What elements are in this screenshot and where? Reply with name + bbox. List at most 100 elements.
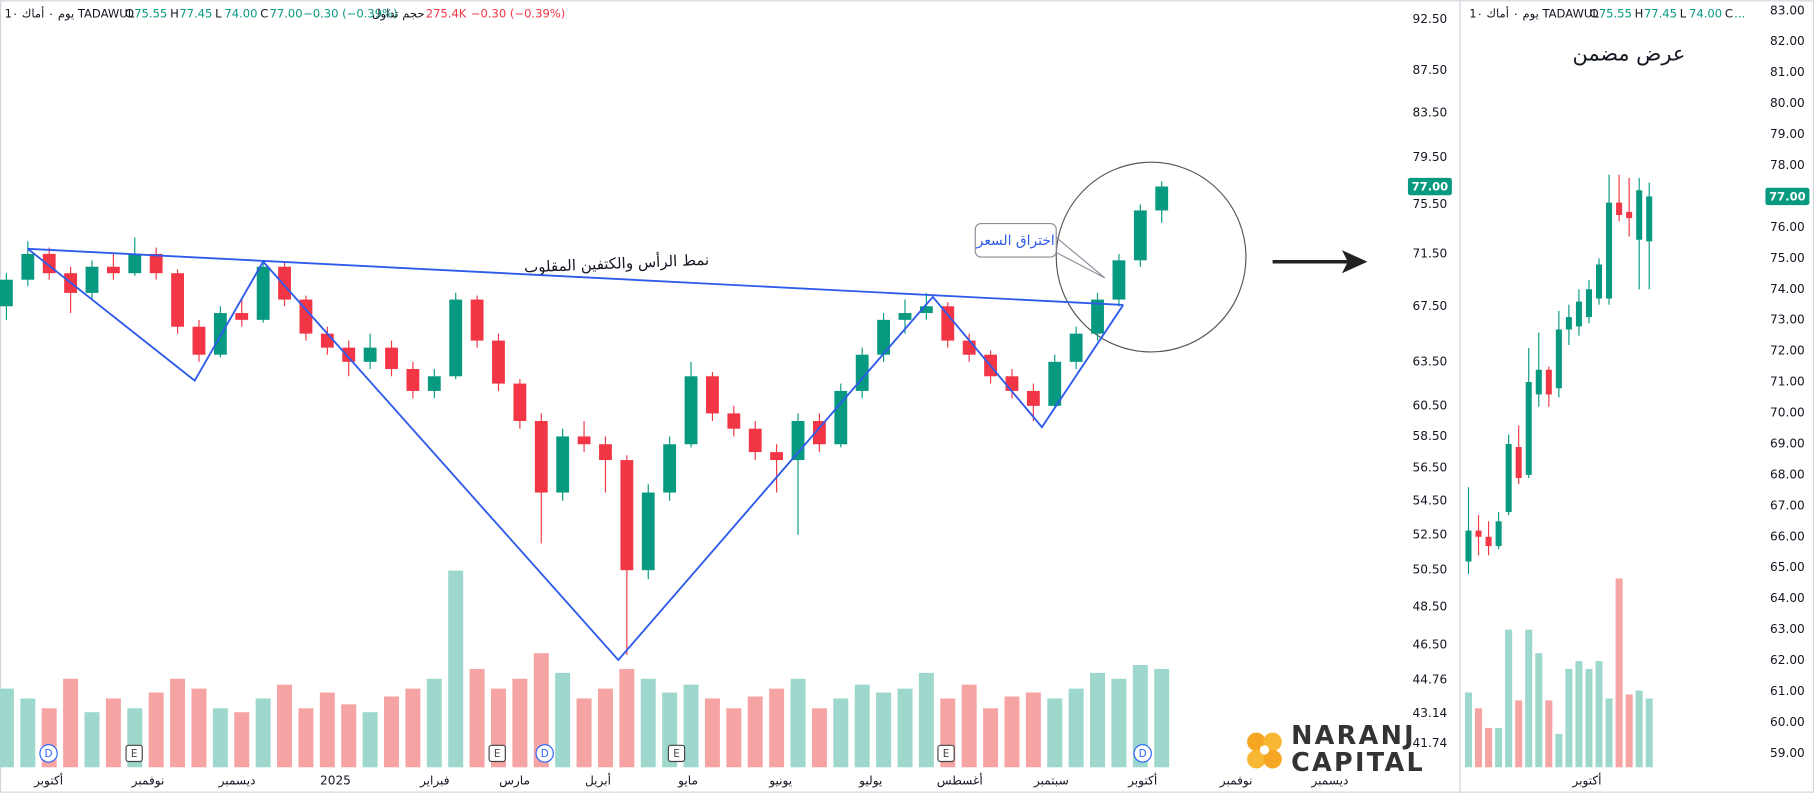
candle-body — [941, 306, 955, 341]
candle-body — [834, 390, 848, 445]
callout-box — [974, 222, 1057, 258]
header-key: C — [260, 7, 268, 21]
y-tick-label: 46.50 — [1413, 638, 1448, 652]
y-tick-label: 79.00 — [1770, 127, 1805, 141]
header-volume-label: حجم تداول — [372, 7, 424, 22]
callout-pointer — [1055, 236, 1106, 279]
logo-dot — [1247, 732, 1266, 752]
y-tick-label: 60.50 — [1413, 398, 1448, 412]
logo-dot — [1259, 745, 1270, 755]
event-marker — [488, 744, 506, 763]
candle-body — [898, 313, 912, 320]
pattern-line — [27, 248, 1124, 662]
volume-bar — [726, 708, 742, 768]
header-symbol: 1يوم ۰ أماك ۰ TADAWUL — [5, 6, 135, 22]
y-tick-label: 83.00 — [1770, 3, 1805, 17]
header-key: H — [1635, 7, 1644, 21]
volume-bar — [897, 688, 913, 768]
logo-text: NARANJ — [1291, 721, 1416, 751]
volume-bar — [212, 708, 228, 768]
volume-bar — [1464, 692, 1472, 768]
candle-body — [1133, 210, 1147, 261]
volume-bar — [983, 708, 999, 768]
volume-bar — [1545, 700, 1553, 768]
volume-bar — [84, 712, 100, 768]
candle-body — [213, 313, 227, 355]
volume-bar — [1515, 700, 1523, 768]
header-volume-change: −0.30 (−0.39%) — [471, 7, 565, 21]
y-tick-label: 81.00 — [1770, 65, 1805, 79]
candle-body — [641, 492, 655, 571]
event-label: D — [1139, 748, 1147, 760]
y-tick-label: 56.50 — [1413, 461, 1448, 475]
y-tick-label: 63.00 — [1770, 622, 1805, 636]
volume-bar — [1635, 690, 1643, 768]
candle-body — [1465, 530, 1472, 562]
candle-body — [599, 444, 612, 461]
volume-bar — [1047, 698, 1063, 768]
event-marker — [125, 744, 143, 763]
logo-dot — [1247, 749, 1266, 769]
y-tick-label: 75.50 — [1413, 197, 1448, 211]
event-marker — [535, 744, 554, 763]
y-tick-label: 80.00 — [1770, 96, 1805, 110]
breakout-label: اختراق السعر — [976, 233, 1055, 249]
candle-body — [342, 347, 356, 362]
candle-body — [534, 421, 548, 493]
volume-bar — [426, 678, 442, 768]
x-tick-label: أكتوبر — [1127, 773, 1157, 789]
y-tick-label: 67.00 — [1770, 498, 1805, 512]
event-marker — [1133, 744, 1152, 763]
volume-bar — [1565, 668, 1573, 768]
volume-bar — [833, 698, 849, 768]
event-label: E — [673, 748, 680, 760]
volume-bar — [1154, 668, 1170, 768]
candle-body — [748, 428, 762, 453]
candle-body — [1626, 211, 1633, 219]
candle-body — [727, 413, 741, 429]
candle-body — [513, 383, 527, 422]
y-tick-label: 87.50 — [1413, 63, 1448, 77]
y-tick-label: 43.14 — [1413, 706, 1448, 720]
last-price-box — [1765, 187, 1810, 206]
logo-dot — [1263, 732, 1282, 752]
x-tick-label: يوليو — [858, 774, 882, 789]
volume-bar — [576, 698, 592, 768]
volume-bar — [1004, 696, 1020, 768]
candle-body — [1048, 361, 1062, 406]
y-tick-label: 62.00 — [1770, 653, 1805, 667]
volume-bar — [769, 688, 785, 768]
volume-bar — [341, 704, 357, 768]
volume-bar — [0, 688, 14, 768]
y-tick-label: 92.50 — [1413, 12, 1448, 26]
candle-body — [1575, 301, 1582, 327]
candle-body — [556, 436, 570, 493]
x-tick-label: مارس — [499, 774, 530, 789]
header-value: 74.00 — [1689, 7, 1722, 21]
volume-bar — [1525, 629, 1533, 768]
candle-body — [620, 460, 634, 571]
header-value: ... — [1734, 7, 1745, 21]
x-tick-label: أكتوبر — [1571, 773, 1601, 789]
y-tick-label: 83.50 — [1413, 105, 1448, 119]
x-tick-label: أبريل — [585, 773, 611, 789]
candle-body — [706, 376, 719, 414]
header-key: O — [125, 7, 134, 21]
volume-bar — [640, 678, 656, 768]
candle-body — [1545, 369, 1552, 395]
candle-body — [85, 266, 99, 293]
candle-body — [1475, 530, 1482, 537]
header-change: −0.30 (−0.39%) — [303, 7, 397, 21]
candle-body — [1505, 443, 1512, 513]
volume-bar — [469, 668, 485, 768]
x-tick-label: نوفمبر — [1219, 774, 1253, 789]
volume-bar — [1475, 708, 1483, 768]
y-tick-label: 66.00 — [1770, 529, 1805, 543]
breakout-circle — [1055, 161, 1247, 353]
x-tick-label: يونيو — [768, 774, 792, 789]
candle-body — [256, 266, 270, 320]
volume-bar — [1495, 727, 1503, 768]
x-tick-label: نوفمبر — [131, 774, 165, 789]
candle-body — [1636, 190, 1643, 240]
candle-body — [385, 347, 398, 370]
